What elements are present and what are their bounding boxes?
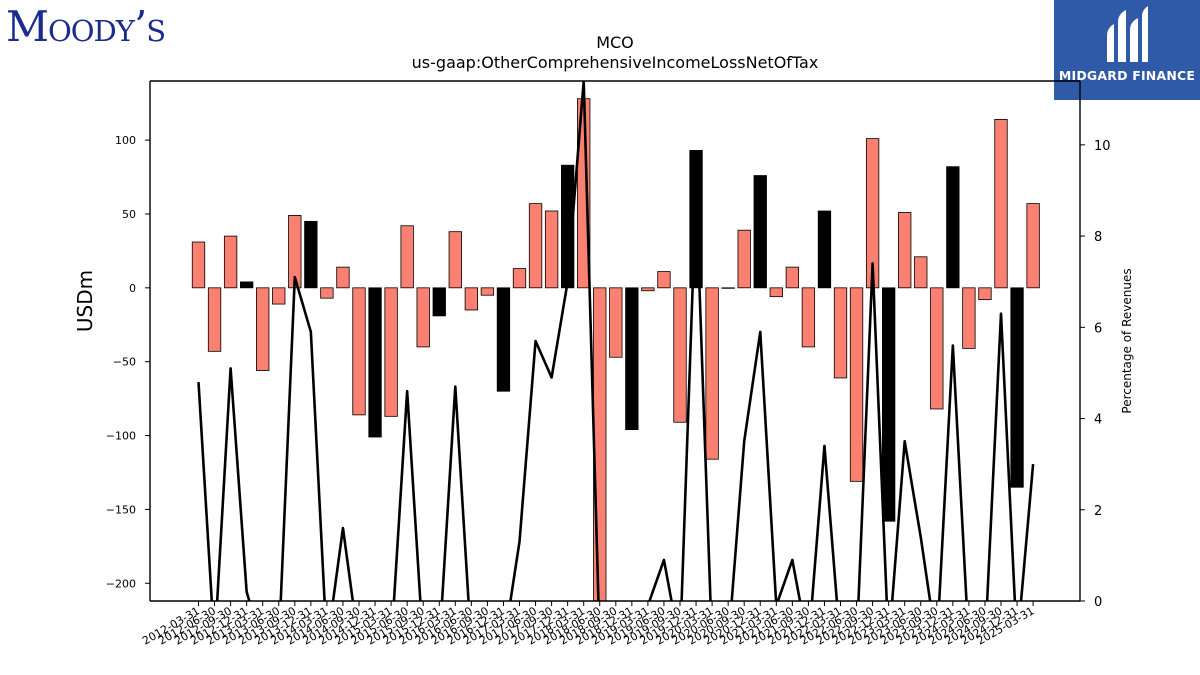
bar	[882, 287, 896, 522]
y-tick-label: −100	[106, 430, 136, 443]
bar	[641, 287, 655, 292]
y-tick-label: −150	[106, 503, 136, 516]
y2-tick-label: 2	[1094, 504, 1102, 519]
y2-tick-label: 8	[1094, 230, 1102, 245]
bar	[239, 281, 254, 289]
midgard-emblem-icon	[1107, 6, 1148, 62]
bar	[448, 231, 462, 289]
y2-tick-label: 4	[1094, 413, 1102, 428]
bar	[962, 287, 976, 349]
bar	[304, 220, 318, 289]
bar	[625, 287, 639, 431]
bar	[368, 287, 382, 438]
y2-axis-label: Percentage of Revenues	[1120, 268, 1134, 413]
bar	[946, 166, 960, 289]
bar	[272, 287, 286, 305]
midgard-finance-logo: MIDGARD FINANCE	[1054, 0, 1200, 100]
y-axis-label: USDm	[73, 270, 97, 332]
bar	[1010, 287, 1024, 488]
bar	[817, 210, 832, 289]
bar	[320, 287, 334, 299]
y2-tick-label: 0	[1094, 595, 1102, 610]
bar	[544, 210, 559, 289]
bar	[223, 235, 238, 289]
bar	[833, 287, 848, 379]
bar	[609, 287, 623, 358]
chart-title: MCO	[596, 33, 634, 52]
bar	[1026, 203, 1040, 289]
y-tick-label: −200	[106, 577, 136, 590]
bar	[898, 212, 912, 289]
bar	[849, 287, 864, 482]
bar	[512, 268, 527, 289]
bar	[432, 287, 446, 317]
bar	[721, 287, 735, 289]
bar	[994, 119, 1008, 289]
chart-subtitle: us-gaap:OtherComprehensiveIncomeLossNetO…	[411, 53, 819, 72]
bar	[400, 225, 414, 289]
percentage-line	[197, 81, 1035, 601]
moodys-logo: Moody’s	[6, 2, 166, 51]
bar	[384, 287, 398, 417]
y-tick-label: 0	[129, 282, 136, 295]
y-tick-label: 100	[115, 134, 136, 147]
plot-group	[191, 81, 1040, 601]
bar	[496, 287, 511, 392]
bar	[416, 287, 430, 348]
bar	[657, 271, 671, 289]
bar	[528, 203, 543, 289]
bar	[336, 266, 350, 289]
bar	[769, 287, 783, 298]
bar	[930, 287, 944, 410]
bar	[978, 287, 992, 301]
y-tick-label: −50	[113, 356, 136, 369]
y-tick-label: 50	[122, 208, 136, 221]
bar	[256, 287, 270, 371]
bar	[480, 287, 495, 296]
y2-tick-label: 10	[1094, 139, 1111, 154]
bar	[191, 241, 206, 289]
bar	[464, 287, 479, 311]
bar	[753, 175, 767, 289]
bar	[914, 256, 928, 289]
bar	[207, 287, 222, 352]
bar	[801, 287, 816, 348]
bar	[737, 229, 751, 289]
bar	[352, 287, 366, 416]
bar	[705, 287, 719, 460]
midgard-logo-text: MIDGARD FINANCE	[1058, 68, 1196, 83]
y2-tick-label: 6	[1094, 321, 1102, 336]
bar	[673, 287, 687, 423]
bar	[785, 266, 799, 289]
